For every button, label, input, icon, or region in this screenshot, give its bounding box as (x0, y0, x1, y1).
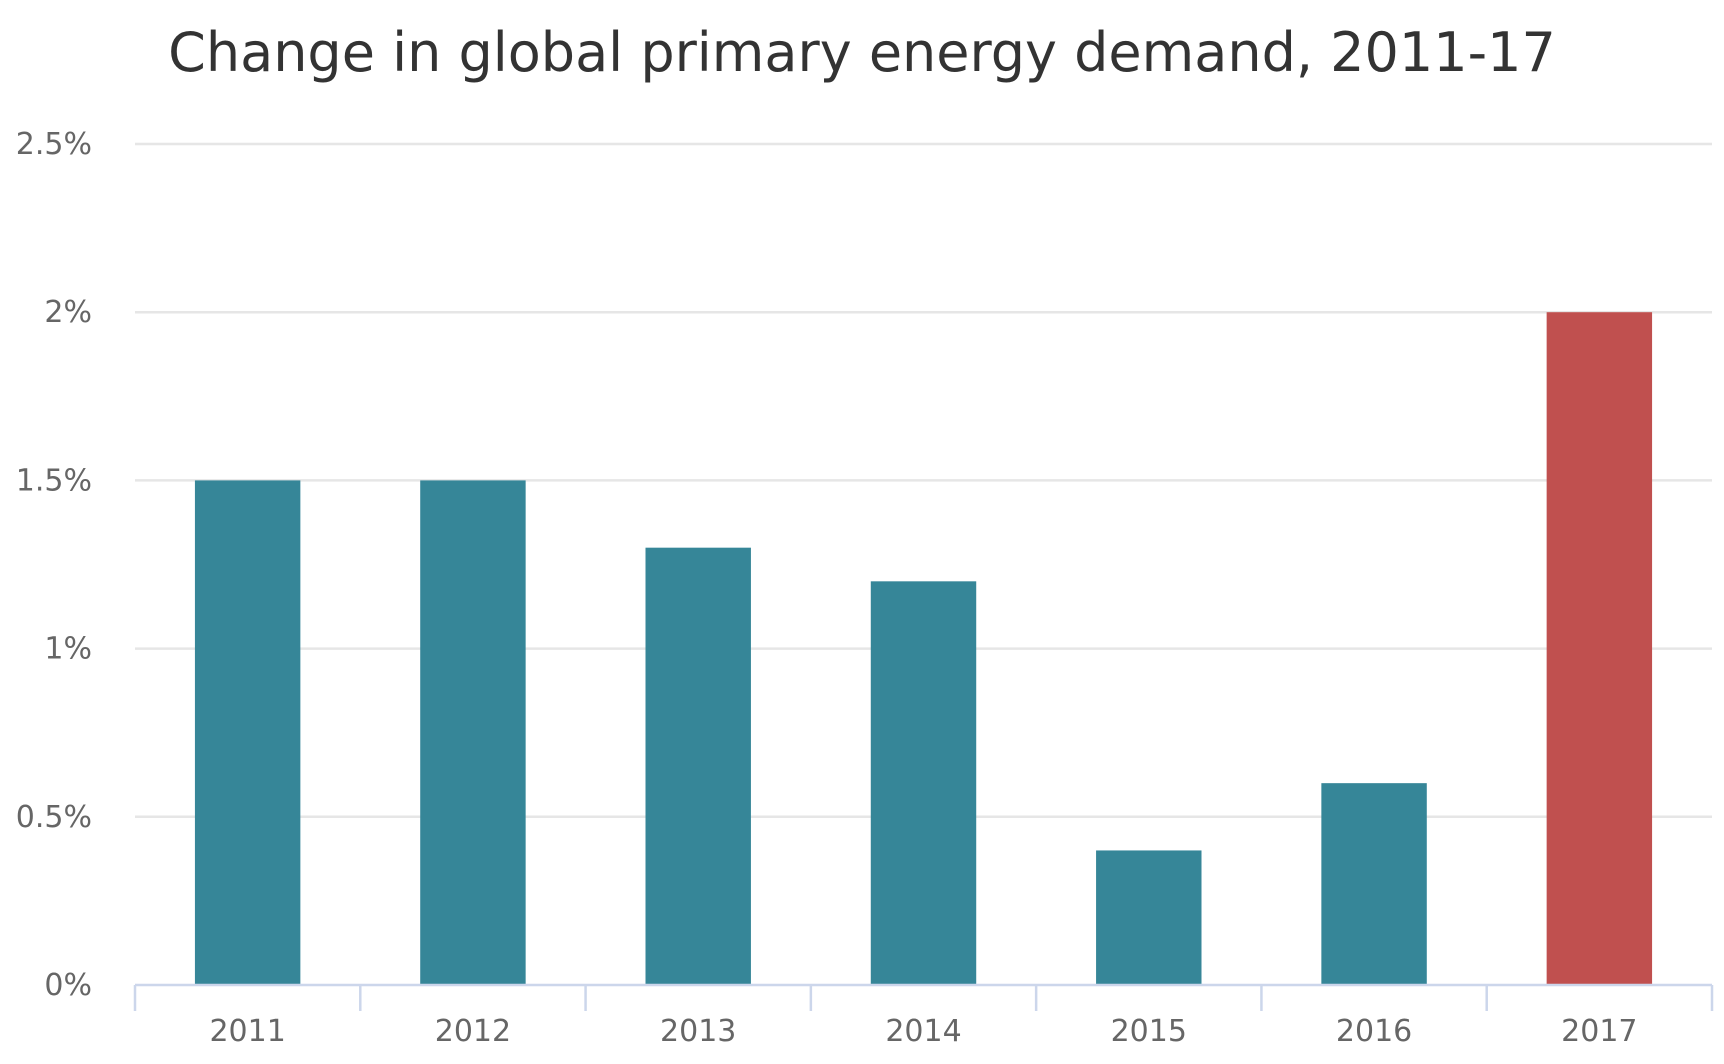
bar-2011[interactable] (194, 480, 301, 985)
x-tick-label: 2012 (435, 1014, 511, 1049)
chart-title: Change in global primary energy demand, … (168, 21, 1556, 84)
y-axis-ticks: 0% 0.5% 1% 1.5% 2% 2.5% (16, 127, 92, 1003)
bar-2017[interactable] (1546, 312, 1653, 985)
y-tick-label: 0.5% (16, 800, 92, 835)
y-tick-label: 1% (44, 632, 92, 667)
bar-2016[interactable] (1321, 783, 1427, 985)
y-tick-label: 2.5% (16, 127, 92, 162)
y-tick-label: 2% (44, 295, 92, 330)
bar-2013[interactable] (645, 547, 751, 985)
bars (194, 312, 1653, 985)
x-tick-label: 2015 (1111, 1014, 1187, 1049)
x-tick-label: 2016 (1336, 1014, 1412, 1049)
x-tick-label: 2011 (209, 1014, 285, 1049)
y-tick-label: 0% (44, 968, 92, 1003)
bar-2014[interactable] (870, 581, 977, 985)
y-tick-label: 1.5% (16, 463, 92, 498)
x-tick-label: 2013 (660, 1014, 736, 1049)
x-axis-ticks: 2011 2012 2013 2014 2015 2016 2017 (209, 1014, 1637, 1049)
x-axis (133, 983, 1714, 1011)
x-tick-label: 2014 (885, 1014, 961, 1049)
x-tick-label: 2017 (1561, 1014, 1637, 1049)
bar-2015[interactable] (1096, 850, 1202, 985)
bar-2012[interactable] (420, 480, 526, 985)
